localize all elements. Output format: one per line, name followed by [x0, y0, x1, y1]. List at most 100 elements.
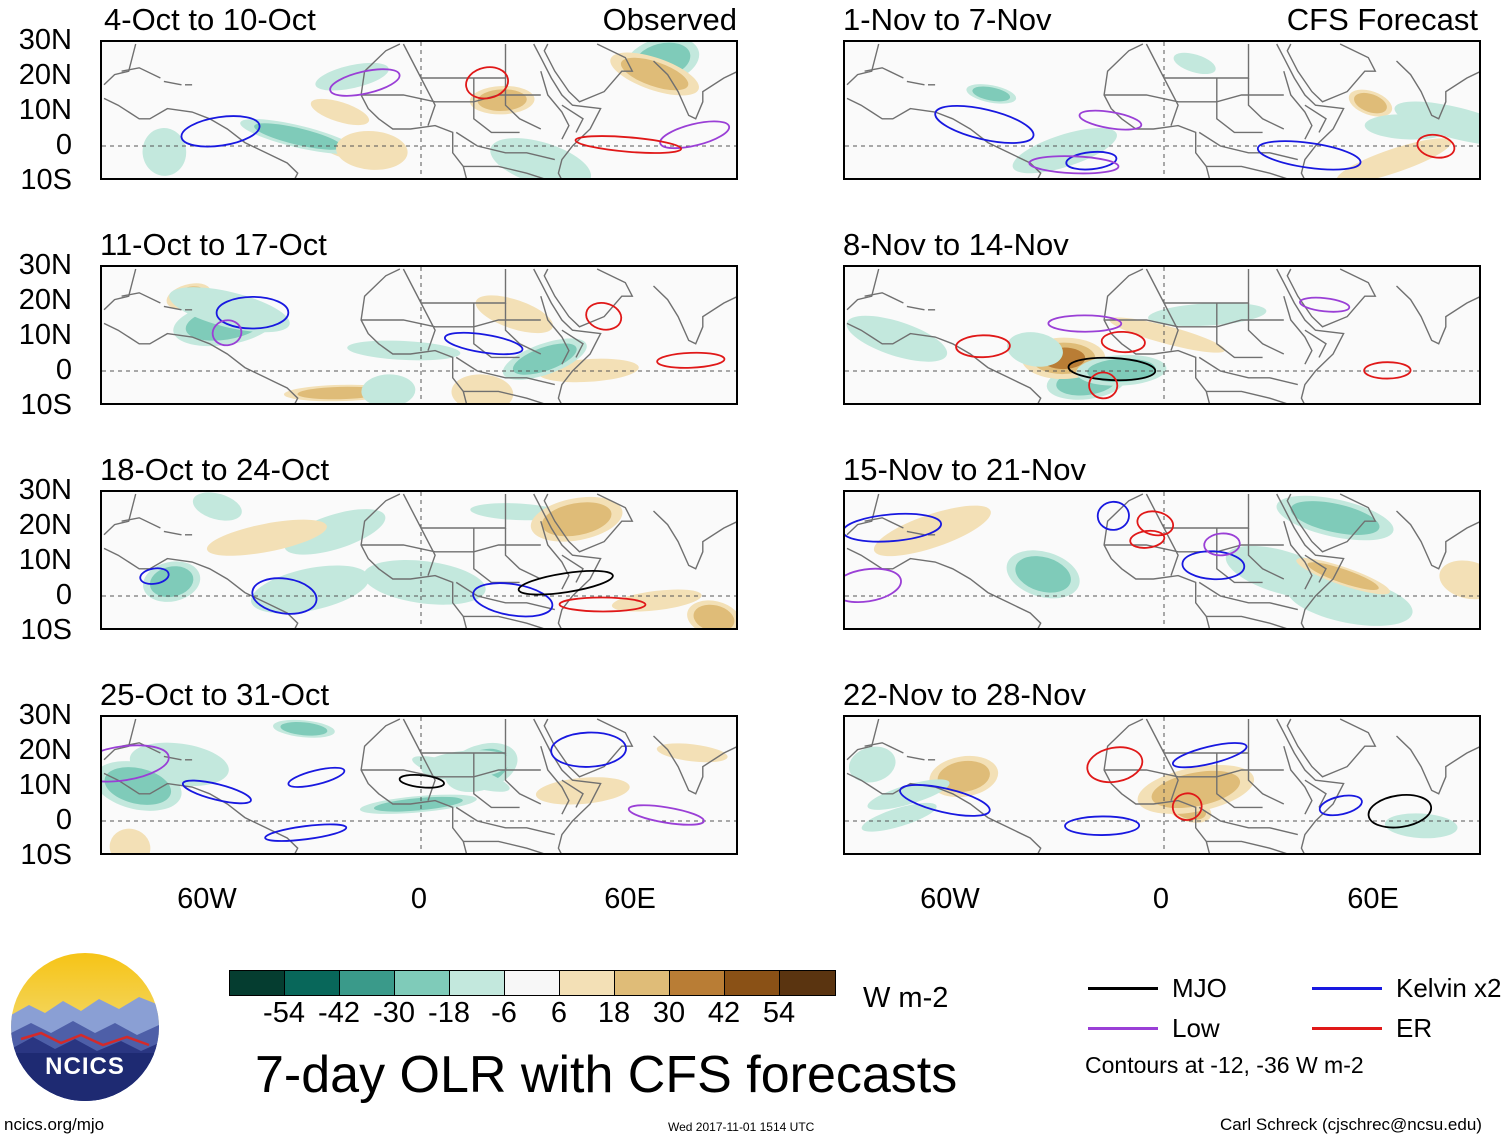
coastline — [402, 43, 507, 79]
colorbar-label: -18 — [428, 997, 470, 1029]
lat-label: 10S — [20, 614, 72, 646]
colorbar-label: -30 — [373, 997, 415, 1029]
coastline — [103, 772, 299, 853]
colorbar-swatch — [285, 971, 340, 995]
map-layer — [102, 492, 736, 628]
low-contour — [1203, 532, 1241, 557]
coastline — [1247, 303, 1285, 355]
coastline — [1247, 78, 1285, 130]
olr-anomaly-blob — [1015, 556, 1071, 593]
er-contour — [1088, 371, 1119, 400]
coastline — [1276, 268, 1345, 403]
colorbar-label: 6 — [550, 997, 568, 1029]
coastline — [846, 43, 880, 86]
coastline — [103, 493, 137, 536]
olr-map-observed-4 — [100, 715, 738, 855]
olr-anomaly-blob — [1290, 501, 1380, 535]
observed-tag: Observed — [602, 2, 737, 37]
lat-label: 20N — [18, 734, 72, 766]
colorbar-swatch — [230, 971, 285, 995]
lat-label: 30N — [18, 699, 72, 731]
kelvin-contour — [472, 582, 554, 618]
kelvin-contour — [1065, 150, 1118, 171]
coastline — [1206, 615, 1287, 628]
coastline — [906, 755, 925, 761]
kelvin-contour — [1064, 815, 1141, 836]
olr-anomaly-blob — [412, 756, 510, 792]
coastline — [1396, 285, 1479, 345]
kelvin-contour — [181, 779, 252, 805]
coastline — [1216, 303, 1263, 359]
olr-anomaly-blob — [192, 492, 242, 521]
coastline — [1286, 493, 1377, 553]
olr-anomaly-blob — [169, 287, 290, 333]
lat-label: 30N — [18, 474, 72, 506]
kelvin-contour — [443, 331, 524, 356]
map-layer — [102, 42, 736, 178]
coastline — [1163, 527, 1179, 576]
kelvin-contour — [1318, 794, 1363, 817]
olr-anomaly-blob — [1151, 770, 1241, 809]
mjo-contour — [1367, 794, 1433, 829]
coastline — [504, 753, 542, 805]
legend-low: Low — [1088, 1013, 1220, 1044]
coastline — [121, 67, 161, 79]
coastline — [163, 80, 182, 86]
olr-anomaly-blob — [535, 777, 630, 805]
coastline — [1247, 528, 1285, 580]
olr-anomaly-blob — [254, 123, 343, 150]
coastline — [1216, 528, 1263, 584]
colorbar-label: 54 — [762, 997, 796, 1029]
olr-anomaly-blob — [280, 722, 328, 736]
coastline — [1198, 131, 1298, 161]
coastline — [561, 329, 584, 358]
kelvin-contour — [264, 823, 348, 842]
coastline — [1198, 806, 1298, 836]
coastline — [103, 322, 299, 403]
low-contour — [1028, 155, 1120, 175]
olr-anomaly-blob — [310, 98, 370, 126]
olr-anomaly-blob — [861, 802, 937, 832]
coastline — [1276, 718, 1345, 853]
coastline — [361, 544, 541, 553]
mjo-contour — [1067, 356, 1157, 382]
coastline — [1103, 718, 1211, 853]
coastline — [846, 493, 880, 536]
kelvin-contour — [287, 766, 346, 788]
kelvin-contour — [845, 512, 942, 543]
coastline — [1103, 493, 1211, 628]
coastline — [402, 268, 507, 304]
coastline — [1216, 753, 1263, 809]
olr-colorbar — [229, 970, 836, 996]
coastline — [1396, 510, 1479, 570]
kelvin-contour — [550, 731, 627, 768]
coastline — [1283, 71, 1313, 140]
coastline — [864, 292, 904, 304]
lon-label-left-60w: 60W — [177, 883, 237, 915]
olr-anomaly-blob — [109, 828, 151, 853]
low-contour — [1299, 296, 1351, 313]
coastline — [846, 97, 1042, 178]
footer-url[interactable]: ncics.org/mjo — [4, 1115, 105, 1134]
olr-anomaly-blob — [104, 767, 172, 805]
olr-anomaly-blob — [1148, 302, 1267, 327]
olr-map-observed-2 — [100, 265, 738, 405]
coastline — [360, 718, 468, 853]
kelvin-contour — [1171, 742, 1248, 769]
lat-label: 0 — [55, 129, 72, 161]
colorbar-label: -54 — [263, 997, 305, 1029]
coastline — [504, 78, 542, 130]
coastline — [1103, 268, 1211, 403]
coastline — [653, 285, 736, 345]
coastline — [1276, 43, 1345, 178]
lon-label-right-0: 0 — [1152, 883, 1170, 915]
map-layer — [845, 267, 1479, 403]
coastline — [463, 615, 544, 628]
coastline — [540, 296, 570, 365]
map-layer — [845, 492, 1479, 628]
lat-label: 20N — [18, 509, 72, 541]
coastline — [1283, 521, 1313, 590]
olr-map-observed-3 — [100, 490, 738, 630]
olr-anomaly-blob — [284, 509, 386, 555]
coastline — [1286, 43, 1377, 103]
